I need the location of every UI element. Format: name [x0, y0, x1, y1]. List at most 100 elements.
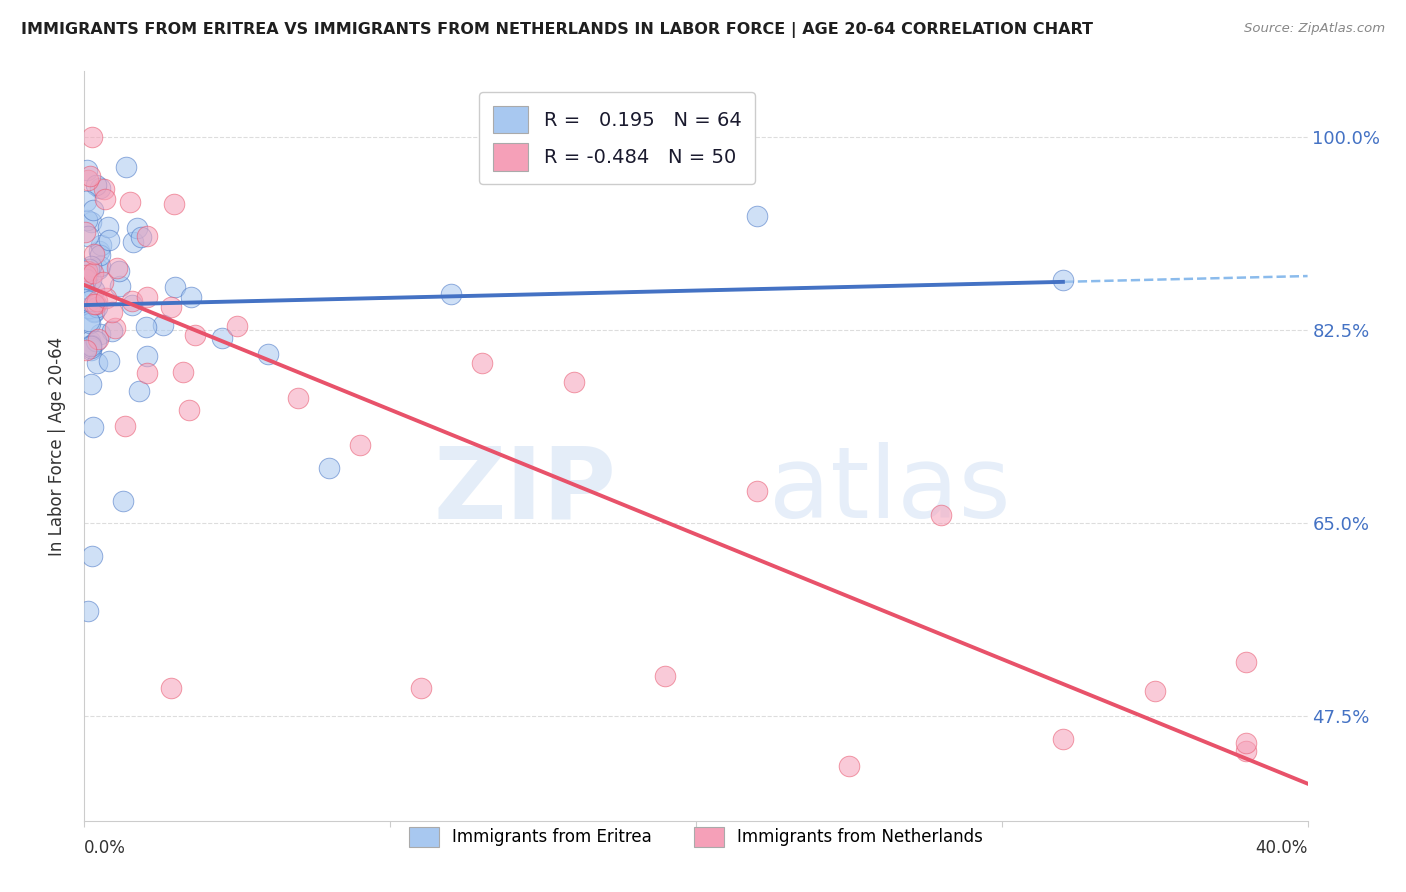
Point: [97, 354, 120, 368]
Point: [135, 349, 157, 363]
Point: [1236, 736, 1258, 750]
Point: [125, 221, 148, 235]
Point: [82, 266, 104, 280]
Point: [135, 290, 157, 304]
Point: [96, 219, 118, 234]
Point: [77, 262, 100, 277]
Point: [89, 327, 111, 342]
Point: [121, 293, 143, 308]
Point: [79, 334, 101, 349]
Point: [107, 263, 129, 277]
Point: [104, 321, 127, 335]
Text: ZIP: ZIP: [433, 442, 616, 540]
Y-axis label: In Labor Force | Age 20-64: In Labor Force | Age 20-64: [48, 336, 66, 556]
Point: [89, 259, 111, 273]
Point: [80, 339, 103, 353]
Point: [86, 355, 108, 369]
Point: [440, 287, 463, 301]
Point: [84, 178, 107, 193]
Point: [1236, 744, 1258, 758]
Point: [349, 438, 371, 452]
Point: [82, 420, 104, 434]
Point: [93, 181, 115, 195]
Point: [76, 228, 98, 243]
Point: [91, 275, 114, 289]
Point: [159, 301, 181, 315]
Point: [100, 324, 122, 338]
Point: [257, 347, 280, 361]
Point: [183, 327, 205, 342]
Point: [163, 197, 186, 211]
Point: [131, 229, 153, 244]
Text: atlas: atlas: [769, 442, 1011, 540]
Point: [80, 376, 103, 391]
Point: [77, 268, 100, 282]
Point: [287, 391, 309, 405]
Text: IMMIGRANTS FROM ERITREA VS IMMIGRANTS FROM NETHERLANDS IN LABOR FORCE | AGE 20-6: IMMIGRANTS FROM ERITREA VS IMMIGRANTS FR…: [21, 22, 1092, 38]
Point: [100, 304, 122, 318]
Point: [80, 341, 103, 355]
Point: [77, 294, 100, 309]
Point: [86, 294, 108, 309]
Point: [79, 169, 101, 183]
Point: [114, 419, 136, 434]
Point: [108, 279, 131, 293]
Text: 0.0%: 0.0%: [84, 839, 127, 857]
Point: [135, 366, 157, 380]
Point: [135, 320, 157, 334]
Point: [80, 215, 103, 229]
Point: [83, 297, 105, 311]
Point: [160, 681, 183, 696]
Point: [89, 181, 111, 195]
Point: [115, 160, 138, 174]
Point: [179, 403, 201, 417]
Point: [86, 334, 108, 349]
Point: [163, 280, 186, 294]
Point: [409, 681, 432, 696]
Point: [75, 225, 97, 239]
Point: [75, 343, 97, 357]
Point: [76, 213, 98, 227]
Point: [87, 332, 110, 346]
Point: [562, 375, 585, 389]
Point: [172, 365, 194, 379]
Point: [98, 233, 121, 247]
Point: [75, 281, 97, 295]
Point: [75, 271, 97, 285]
Point: [76, 173, 98, 187]
Point: [1052, 273, 1074, 287]
Point: [107, 261, 129, 276]
Point: [80, 343, 103, 358]
Point: [111, 494, 134, 508]
Point: [471, 356, 494, 370]
Point: [211, 331, 233, 345]
Point: [77, 314, 100, 328]
Point: [180, 290, 202, 304]
Point: [838, 758, 860, 772]
Point: [121, 298, 143, 312]
Point: [94, 291, 117, 305]
Point: [82, 549, 104, 564]
Point: [654, 669, 676, 683]
Point: [83, 247, 105, 261]
Point: [86, 300, 108, 314]
Point: [80, 259, 103, 273]
Point: [1236, 655, 1258, 669]
Point: [136, 228, 159, 243]
Point: [226, 318, 249, 333]
Point: [87, 262, 110, 277]
Legend: Immigrants from Eritrea, Immigrants from Netherlands: Immigrants from Eritrea, Immigrants from…: [402, 820, 990, 854]
Point: [79, 316, 101, 330]
Point: [1143, 684, 1166, 698]
Point: [76, 604, 98, 618]
Point: [747, 209, 769, 223]
Point: [83, 283, 105, 297]
Point: [82, 202, 104, 217]
Point: [152, 318, 174, 333]
Point: [89, 248, 111, 262]
Point: [121, 235, 143, 249]
Point: [87, 244, 110, 258]
Point: [94, 192, 117, 206]
Point: [76, 162, 98, 177]
Point: [75, 268, 97, 282]
